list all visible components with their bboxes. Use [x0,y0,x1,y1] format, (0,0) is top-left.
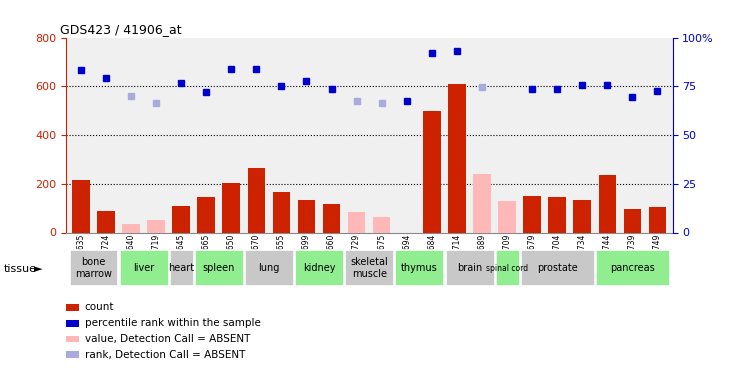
Bar [122,224,140,232]
Bar [222,183,240,232]
Bar [173,206,190,232]
FancyBboxPatch shape [245,250,294,286]
Bar [599,175,616,232]
Bar [523,196,541,232]
Text: spleen: spleen [202,263,235,273]
Text: prostate: prostate [537,263,577,273]
FancyBboxPatch shape [120,250,169,286]
FancyBboxPatch shape [496,250,520,286]
FancyBboxPatch shape [195,250,244,286]
Bar [273,192,290,232]
FancyBboxPatch shape [596,250,670,286]
FancyBboxPatch shape [69,250,118,286]
Text: percentile rank within the sample: percentile rank within the sample [85,318,261,328]
Bar [499,201,516,232]
Bar [648,207,666,232]
FancyBboxPatch shape [446,250,494,286]
Bar [97,211,115,232]
Bar [248,168,265,232]
FancyBboxPatch shape [170,250,194,286]
Text: GDS423 / 41906_at: GDS423 / 41906_at [60,23,181,36]
Text: bone
marrow: bone marrow [75,257,112,279]
Bar [197,197,215,232]
Bar [373,217,390,232]
Text: skeletal
muscle: skeletal muscle [350,257,388,279]
Bar [323,204,341,232]
Text: ►: ► [34,264,42,274]
Text: thymus: thymus [401,263,438,273]
Text: rank, Detection Call = ABSENT: rank, Detection Call = ABSENT [85,350,245,360]
Text: pancreas: pancreas [610,263,655,273]
Bar [548,197,566,232]
Bar [624,209,641,232]
Bar [72,180,90,232]
Bar [298,200,315,232]
FancyBboxPatch shape [345,250,394,286]
Bar [574,200,591,232]
Bar [423,111,441,232]
Text: heart: heart [168,263,194,273]
Text: kidney: kidney [303,263,336,273]
Text: lung: lung [258,263,279,273]
Bar [473,174,491,232]
FancyBboxPatch shape [520,250,595,286]
Bar [348,212,366,232]
Text: value, Detection Call = ABSENT: value, Detection Call = ABSENT [85,334,250,344]
Text: spinal cord: spinal cord [486,264,528,273]
Bar [448,84,466,232]
Text: count: count [85,303,114,312]
Text: liver: liver [133,263,154,273]
FancyBboxPatch shape [295,250,344,286]
Text: tissue: tissue [4,264,37,274]
FancyBboxPatch shape [395,250,444,286]
Text: brain: brain [457,263,482,273]
Bar [147,220,164,232]
